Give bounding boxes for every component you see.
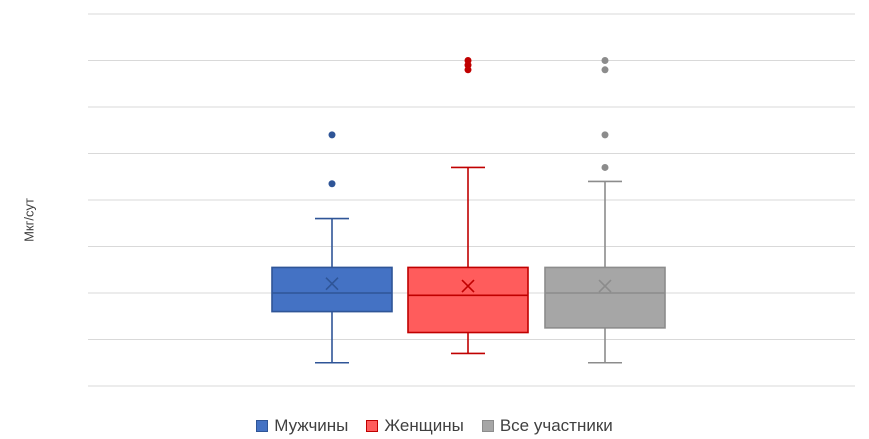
box-iqr [544,266,666,329]
box-iqr [271,266,393,313]
legend-label-all: Все участники [499,416,613,435]
legend-swatch-all [481,420,494,432]
mean-marker-stroke [598,279,612,293]
outlier-point [601,163,609,171]
legend: Мужчины Женщины Все участники [0,416,869,436]
outlier-point [328,180,336,188]
outlier-point [601,131,609,139]
box-series-group [271,57,666,364]
outlier-point [328,131,336,139]
y-axis-label: Мкг/сут [21,198,37,242]
outlier-point [464,57,472,64]
y-axis-label-container: Мкг/сут [14,140,44,300]
legend-label-men: Мужчины [274,416,349,435]
gridlines [88,13,855,387]
box-iqr [407,266,529,334]
legend-item-all: Все участники [481,416,613,436]
mean-marker-stroke [325,277,339,291]
box-series-1 [271,131,393,364]
outlier-point [601,57,609,64]
mean-marker-stroke [461,279,475,293]
legend-item-women: Женщины [366,416,464,436]
box-series-2 [407,57,529,355]
box-series-3 [544,57,666,364]
legend-item-men: Мужчины [256,416,348,436]
outlier-point [601,66,609,74]
legend-swatch-men [256,420,269,432]
legend-label-women: Женщины [384,416,464,435]
legend-swatch-women [366,420,379,432]
